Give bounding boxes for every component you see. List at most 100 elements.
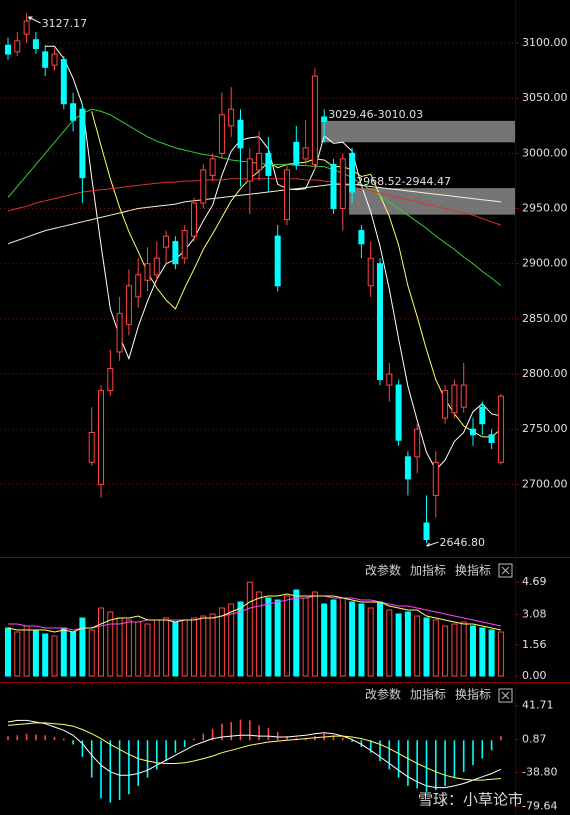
volume-bar [311, 591, 318, 677]
candle-body [88, 432, 95, 463]
volume-bar [330, 599, 337, 677]
indicator-line [7, 178, 502, 226]
candle-body [79, 108, 86, 179]
volume-bar [191, 617, 197, 677]
candle-body [135, 274, 142, 298]
watermark: 雪球：小草论市 [418, 791, 523, 809]
y-tick-label: 2800.00 [522, 367, 568, 380]
close-button[interactable] [498, 563, 513, 578]
volume-bar [404, 611, 411, 677]
volume-bar [414, 615, 421, 677]
y-tick-label: 2700.00 [522, 477, 568, 490]
volume-bar [153, 619, 160, 677]
volume-bar [321, 603, 328, 677]
indicator-line [7, 722, 501, 781]
candle-body [125, 285, 132, 325]
candle-body [423, 522, 430, 541]
gap-label: 3029.46-3010.03 [328, 108, 423, 121]
volume-bar [135, 621, 142, 677]
candle-body [432, 461, 439, 496]
volume-bar [470, 625, 476, 677]
candle-body [181, 230, 188, 259]
candle-body [367, 257, 374, 287]
candle-body [404, 456, 411, 480]
toolbar-button[interactable]: 改参数 [365, 563, 401, 578]
candle-body [246, 158, 253, 182]
candle-body [395, 384, 402, 441]
volume-bar [377, 601, 383, 677]
toolbar-button[interactable]: 换指标 [455, 563, 491, 578]
indicator-line [45, 45, 502, 471]
close-button[interactable] [498, 688, 513, 703]
candle-body [330, 163, 337, 210]
toolbar-button[interactable]: 换指标 [455, 687, 491, 702]
candle-body [191, 202, 197, 237]
annotation-arrow [426, 541, 439, 547]
volume-bar [302, 597, 309, 677]
candle-body [284, 169, 290, 221]
candle-body [218, 114, 225, 154]
y-tick-label: 3100.00 [522, 36, 568, 49]
candle-body [311, 75, 318, 165]
volume-bar [497, 631, 504, 677]
toolbar-button[interactable]: 改参数 [365, 687, 401, 702]
annotation-arrow [28, 16, 41, 24]
max-label: 3127.17 [42, 17, 88, 30]
candle-body [321, 116, 328, 122]
candle-body [265, 152, 272, 176]
volume-bar [246, 581, 253, 677]
candle-body [32, 39, 39, 50]
candle-body [377, 263, 383, 381]
candle-body [460, 384, 467, 408]
volume-bar [60, 627, 67, 677]
candle-body [116, 312, 123, 353]
volume-bar [358, 603, 365, 677]
volume-bar [79, 617, 86, 677]
volume-bar [386, 609, 393, 677]
y-tick-label: 2950.00 [522, 202, 568, 215]
y-tick-label: 1.56 [522, 638, 547, 651]
close-icon [501, 691, 510, 700]
close-icon [501, 566, 510, 575]
candle-body [349, 152, 356, 193]
candle-body [386, 373, 393, 386]
volume-bar [23, 625, 30, 677]
volume-bar [70, 631, 77, 677]
volume-bar [274, 599, 281, 677]
volume-bar [442, 625, 449, 677]
volume-bar [367, 607, 374, 677]
candle-body [442, 390, 449, 419]
candle-body [98, 390, 104, 485]
candle-body [293, 141, 300, 165]
y-tick-label: 41.71 [522, 699, 554, 712]
candle-body [497, 395, 504, 463]
volume-bar [144, 623, 151, 677]
volume-bar [88, 629, 95, 677]
candle-body [51, 53, 58, 66]
volume-bar [163, 617, 170, 677]
volume-bar [209, 613, 216, 677]
volume-bar [256, 591, 263, 677]
indicator-line [7, 593, 502, 633]
candle-body [228, 108, 235, 127]
candle-body [274, 235, 281, 287]
candle-body [358, 230, 365, 245]
volume-bar [107, 611, 114, 677]
indicator-line [7, 108, 502, 287]
y-tick-label: -79.64 [522, 799, 557, 812]
min-label: 2646.80 [440, 536, 486, 549]
y-tick-label: 3000.00 [522, 146, 568, 159]
candle-body [414, 428, 421, 458]
volume-bar [200, 615, 207, 677]
candle-body [470, 428, 476, 436]
candle-body [209, 158, 216, 176]
toolbar-button[interactable]: 加指标 [410, 563, 446, 578]
indicator-line [7, 719, 502, 789]
toolbar-button[interactable]: 加指标 [410, 687, 446, 702]
gap-label: 2968.52-2944.47 [356, 175, 451, 188]
y-tick-label: 4.69 [522, 575, 547, 588]
candle-body [5, 44, 11, 55]
y-tick-label: 0.00 [522, 669, 547, 682]
candle-body [14, 40, 21, 53]
